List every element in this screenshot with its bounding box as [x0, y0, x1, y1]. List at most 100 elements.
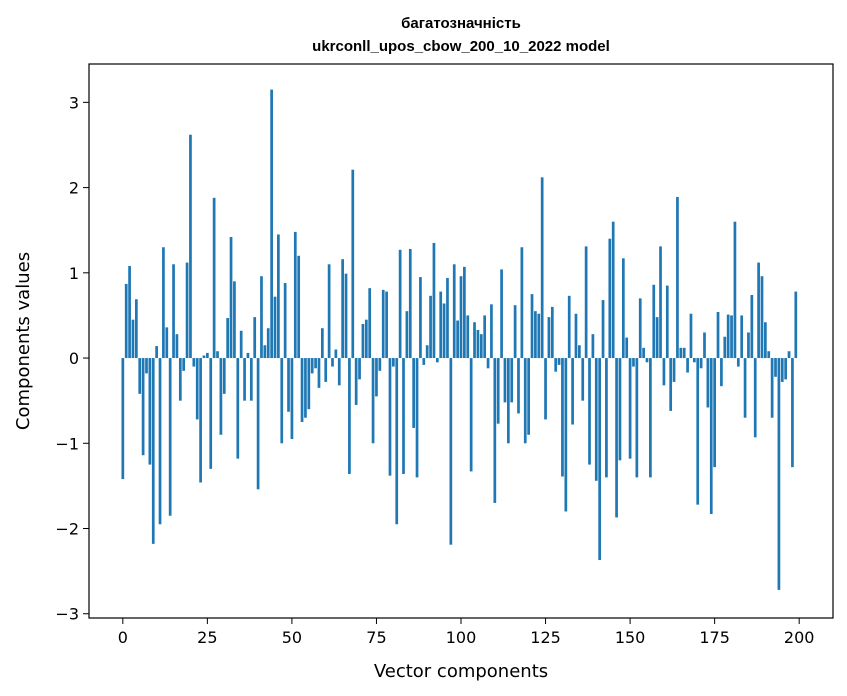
- bar: [770, 358, 774, 418]
- bar: [432, 242, 436, 359]
- bar: [131, 319, 135, 359]
- bar: [736, 358, 740, 367]
- bar: [175, 334, 179, 359]
- bar: [202, 355, 206, 359]
- bar: [165, 327, 169, 359]
- bar: [554, 358, 558, 372]
- bar: [182, 358, 186, 371]
- bar: [151, 358, 155, 544]
- bar: [138, 358, 142, 394]
- bar: [290, 358, 294, 440]
- bar: [293, 231, 297, 359]
- bar: [395, 358, 399, 525]
- bar: [266, 328, 270, 359]
- bar: [784, 358, 788, 380]
- bar: [334, 349, 338, 359]
- y-tick-label: 3: [69, 93, 79, 112]
- y-tick-label: −1: [55, 434, 79, 453]
- bar: [206, 352, 209, 359]
- bar: [456, 320, 459, 359]
- bar: [638, 298, 642, 359]
- x-tick-label: 100: [446, 628, 477, 647]
- bar: [212, 197, 216, 359]
- bar: [662, 358, 666, 386]
- bar: [270, 89, 273, 359]
- bar: [581, 358, 585, 401]
- chart-title: багатозначність: [401, 15, 521, 32]
- bar: [172, 264, 175, 359]
- bar: [483, 315, 487, 359]
- bar: [496, 358, 500, 424]
- bar: [162, 247, 165, 359]
- bar: [168, 358, 172, 516]
- bar: [791, 358, 794, 468]
- bar: [314, 358, 317, 369]
- bar: [392, 358, 395, 367]
- bar: [253, 317, 257, 359]
- bar: [469, 358, 473, 472]
- bar: [493, 358, 497, 503]
- bar: [331, 358, 334, 367]
- x-tick-label: 175: [699, 628, 730, 647]
- bar: [419, 277, 422, 359]
- bar: [699, 358, 703, 369]
- bar: [385, 291, 388, 359]
- bar: [510, 358, 514, 403]
- bar: [226, 317, 230, 359]
- bar: [642, 347, 645, 359]
- chart-subtitle: ukrconll_upos_cbow_200_10_2022 model: [312, 38, 610, 55]
- bar: [320, 328, 324, 359]
- bar: [141, 358, 145, 456]
- bar: [209, 358, 213, 469]
- bar: [388, 358, 392, 476]
- x-axis-label: Vector components: [374, 661, 548, 682]
- bar: [567, 295, 571, 359]
- bar: [300, 358, 304, 422]
- bar: [506, 358, 510, 444]
- bar: [229, 237, 233, 359]
- bar: [696, 358, 700, 505]
- bar: [348, 358, 351, 474]
- bar: [540, 177, 544, 359]
- bar: [486, 358, 490, 369]
- bar: [412, 358, 416, 428]
- bar: [371, 358, 375, 444]
- bar: [378, 358, 382, 371]
- bar: [446, 277, 449, 359]
- bar: [280, 358, 284, 444]
- bar: [520, 247, 524, 359]
- bar: [222, 358, 226, 394]
- bar: [730, 315, 733, 359]
- bar: [550, 306, 554, 359]
- y-tick-label: −2: [55, 520, 79, 539]
- bar: [124, 283, 128, 359]
- bar: [628, 358, 632, 459]
- bar: [364, 319, 368, 359]
- bar: [375, 358, 378, 397]
- bar: [304, 358, 307, 418]
- bar: [473, 322, 476, 359]
- bar: [358, 358, 361, 380]
- bar: [720, 358, 723, 387]
- bar: [415, 358, 419, 478]
- bar: [747, 332, 750, 359]
- bar: [547, 317, 551, 359]
- y-tick-label: −3: [55, 605, 79, 624]
- bar: [632, 358, 635, 367]
- bar: [601, 300, 605, 359]
- bar: [760, 276, 764, 359]
- bar: [672, 358, 676, 382]
- bar: [263, 345, 267, 359]
- bar: [709, 358, 713, 515]
- y-tick-label: 1: [69, 264, 79, 283]
- bar: [655, 317, 659, 359]
- bar: [686, 358, 689, 373]
- bar: [185, 262, 189, 359]
- y-axis-ticks: −3 −2 −1 0 1 2 3: [55, 93, 89, 624]
- y-tick-label: 2: [69, 179, 79, 198]
- bar: [341, 259, 344, 359]
- bar: [513, 305, 517, 359]
- bar: [405, 311, 409, 359]
- bar: [733, 221, 737, 359]
- bars-group: [121, 89, 798, 590]
